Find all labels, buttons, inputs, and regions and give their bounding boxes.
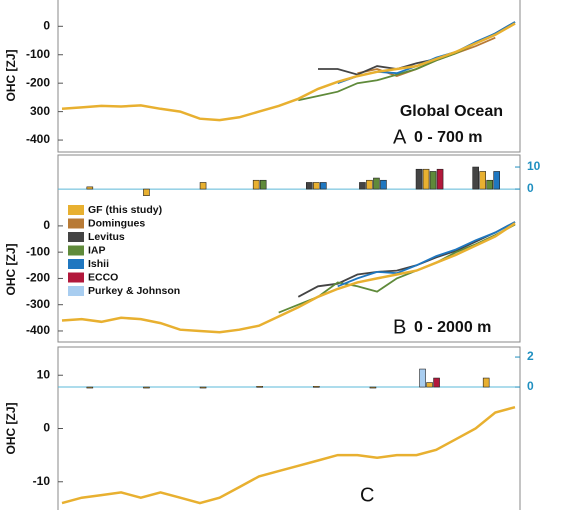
bar xyxy=(320,182,327,190)
bar xyxy=(143,188,150,196)
y-tick-label: 0 xyxy=(43,218,50,232)
bar xyxy=(436,168,444,190)
bar xyxy=(419,368,426,388)
series-line xyxy=(61,22,516,122)
y-tick-label: 300 xyxy=(30,104,50,118)
bar xyxy=(252,179,260,190)
bar xyxy=(380,179,387,190)
y2-tick-label: 0 xyxy=(527,181,534,195)
y2-tick-label: 2 xyxy=(527,349,534,363)
bar xyxy=(472,166,479,190)
bar xyxy=(199,386,207,389)
legend-label: ECCO xyxy=(88,271,118,283)
depth-label: 0 - 700 m xyxy=(414,129,482,146)
bar xyxy=(429,171,437,190)
y2-tick-label: 0 xyxy=(527,379,534,393)
bar xyxy=(143,386,150,389)
bar xyxy=(493,171,500,190)
annotation: Global Ocean xyxy=(400,103,503,120)
y-tick-label: -400 xyxy=(26,323,50,337)
panel-label: B xyxy=(393,316,406,338)
bar xyxy=(479,171,486,190)
legend-swatch xyxy=(68,218,84,229)
y-axis-label: OHC [ZJ] xyxy=(4,244,18,296)
legend-swatch xyxy=(68,272,84,283)
legend-label: Levitus xyxy=(88,231,125,243)
y-tick-label: -200 xyxy=(26,75,50,89)
y-tick-label: -100 xyxy=(26,47,50,61)
legend-swatch xyxy=(68,259,84,269)
y-tick-label: -10 xyxy=(33,474,51,488)
legend-swatch xyxy=(68,205,84,215)
y-tick-label: -300 xyxy=(26,297,50,311)
y2-tick-label: 10 xyxy=(527,159,541,173)
panel-c-frame xyxy=(57,346,521,510)
legend-label: Domingues xyxy=(88,217,145,229)
legend-swatch xyxy=(68,286,84,296)
bar xyxy=(86,186,94,190)
legend-swatch xyxy=(68,245,84,256)
bar xyxy=(366,179,373,190)
bar xyxy=(415,168,423,190)
panel-b-frame xyxy=(57,154,521,343)
bar xyxy=(313,182,320,190)
bar xyxy=(306,182,313,190)
y-tick-label: 10 xyxy=(37,367,51,381)
bar xyxy=(199,182,207,190)
legend-label: Purkey & Johnson xyxy=(88,285,180,297)
legend-label: GF (this study) xyxy=(88,204,162,216)
y-tick-label: -200 xyxy=(26,271,50,285)
bar xyxy=(422,168,430,190)
legend-swatch xyxy=(68,232,84,242)
depth-label: 0 - 2000 m xyxy=(414,319,491,336)
series-line xyxy=(61,222,516,334)
bar xyxy=(486,179,493,190)
bar xyxy=(426,382,433,388)
legend-label: IAP xyxy=(88,244,106,256)
bar xyxy=(86,386,94,389)
series-line xyxy=(61,405,516,505)
bar xyxy=(433,377,440,388)
bar xyxy=(369,386,377,389)
y-axis-label: OHC [ZJ] xyxy=(4,50,18,102)
y-tick-label: -100 xyxy=(26,244,50,258)
bar xyxy=(482,377,490,388)
y-tick-label: 0 xyxy=(43,18,50,32)
panel-label: A xyxy=(393,126,407,148)
bar xyxy=(256,385,263,388)
bar xyxy=(359,182,366,190)
y-tick-label: -400 xyxy=(26,132,50,146)
bar xyxy=(373,177,380,190)
series-line xyxy=(298,22,516,102)
legend-label: Ishii xyxy=(88,258,109,270)
panel-label: C xyxy=(360,484,374,506)
panel-a-frame xyxy=(57,0,521,153)
series-line xyxy=(297,221,516,298)
series-line xyxy=(337,221,516,288)
bar xyxy=(259,179,267,190)
y-axis-label: OHC [ZJ] xyxy=(4,403,18,455)
bar xyxy=(313,385,320,388)
y-tick-label: 0 xyxy=(43,421,50,435)
